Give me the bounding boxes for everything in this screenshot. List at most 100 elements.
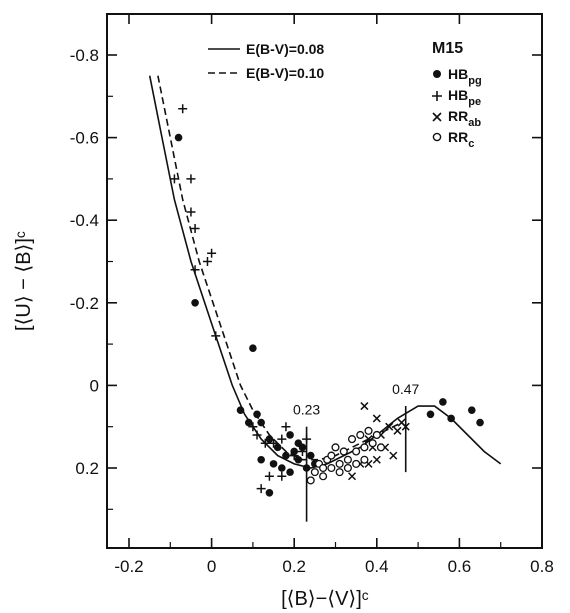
point-hbpg xyxy=(269,460,278,468)
point-hbpg xyxy=(467,406,476,414)
y-tick-label: 0.2 xyxy=(75,459,99,478)
point-hbpe xyxy=(190,265,200,275)
annotation-label: 0.47 xyxy=(392,381,419,397)
point-hbpg xyxy=(476,418,484,427)
point-rrab xyxy=(393,426,402,435)
cluster-label: M15 xyxy=(432,40,463,57)
point-hbpe xyxy=(281,422,291,432)
y-tick-label: -0.4 xyxy=(70,211,99,230)
y-tick-label: -0.2 xyxy=(70,294,99,313)
legend-label-ebv-010: E(B-V)=0.10 xyxy=(246,65,324,81)
legend-marker-cross xyxy=(432,112,442,122)
axis-ticks: -0.2 0 0.2 0.4 0.6 0.8 -0.8 -0.6 -0.4 -0.2 0 0.2 xyxy=(70,14,554,576)
point-hbpg xyxy=(191,299,199,307)
point-hbpe xyxy=(190,223,200,233)
point-hbpg xyxy=(439,398,447,406)
point-rrc xyxy=(343,455,352,464)
point-hbpe xyxy=(289,451,299,461)
point-hbpg xyxy=(244,418,253,427)
point-rrab xyxy=(372,414,381,423)
point-hbpe xyxy=(186,207,196,217)
point-rrc xyxy=(347,435,357,444)
point-hbpg xyxy=(174,133,183,142)
point-hbpe xyxy=(178,104,188,114)
point-hbpg xyxy=(253,410,261,419)
point-hbpe xyxy=(277,471,287,481)
point-hbpg xyxy=(236,406,245,414)
plot-frame xyxy=(106,13,543,549)
x-tick-label: 0.4 xyxy=(365,557,389,576)
point-hbpg xyxy=(294,439,303,448)
point-rrc xyxy=(331,443,340,452)
point-hbpe xyxy=(297,446,307,456)
point-hbpe xyxy=(252,430,262,440)
point-hbpe xyxy=(211,331,221,341)
point-rrc xyxy=(356,430,365,440)
point-rrab xyxy=(389,451,398,460)
point-hbpe xyxy=(256,484,266,494)
annotation-label: 0.23 xyxy=(293,402,320,418)
point-hbpe xyxy=(186,174,196,184)
point-rrc xyxy=(352,459,361,468)
point-hbpg xyxy=(447,414,455,423)
point-rrc xyxy=(372,430,381,440)
point-hbpg xyxy=(257,418,265,427)
x-tick-label: 0.8 xyxy=(530,557,554,576)
x-tick-label: -0.2 xyxy=(114,557,143,576)
point-hbpe xyxy=(269,438,279,448)
y-tick-label: -0.6 xyxy=(70,129,99,148)
point-rrc xyxy=(343,463,352,473)
point-rrc xyxy=(360,455,369,464)
point-hbpg xyxy=(265,488,274,497)
legend-marker-dot xyxy=(433,70,441,78)
x-tick-label: 0.2 xyxy=(282,557,306,576)
legend-marker-circle xyxy=(432,132,442,142)
y-tick-label: -0.8 xyxy=(70,46,99,65)
annotations: 0.23 0.47 xyxy=(293,381,420,522)
point-hbpg xyxy=(306,451,315,460)
point-rrc xyxy=(327,451,336,460)
legend-label-rrab: RRab xyxy=(448,108,481,129)
point-hbpg xyxy=(294,455,303,464)
point-hbpe xyxy=(169,174,179,184)
x-axis-label: [⟨B⟩−⟨V⟩]ᶜ xyxy=(281,588,369,610)
point-hbpe xyxy=(277,434,287,444)
point-rrc xyxy=(310,468,319,477)
point-hbpe xyxy=(260,438,270,448)
point-hbpg xyxy=(426,410,435,419)
point-hbpg xyxy=(286,468,294,476)
point-rrc xyxy=(364,426,373,435)
point-rrc xyxy=(306,476,315,485)
point-rrab xyxy=(385,422,394,431)
point-rrc xyxy=(339,447,348,456)
point-rrc xyxy=(360,443,369,452)
point-rrc xyxy=(376,443,385,452)
point-hbpg xyxy=(257,455,265,464)
x-tick-label: 0 xyxy=(207,557,216,576)
point-rrc xyxy=(319,472,328,481)
point-rrc xyxy=(352,447,361,456)
point-hbpg xyxy=(265,435,274,443)
legend-marker-plus xyxy=(432,91,442,101)
point-rrc xyxy=(327,463,336,473)
legend-label-hbpe: HBpe xyxy=(448,87,481,108)
point-rrc xyxy=(319,463,328,473)
legend: E(B-V)=0.08 E(B-V)=0.10 M15 HBpg HBpe RR… xyxy=(208,40,482,150)
point-rrc xyxy=(335,459,344,468)
point-hbpe xyxy=(248,422,258,432)
point-rrab xyxy=(347,472,357,481)
point-hbpe xyxy=(264,471,274,481)
point-hbpg xyxy=(278,464,286,472)
point-rrab xyxy=(372,455,381,464)
point-hbpe xyxy=(202,257,212,266)
x-tick-label: 0.6 xyxy=(448,557,472,576)
y-axis-label: [⟨U⟩ − ⟨B⟩]ᶜ xyxy=(13,231,35,331)
point-hbpg xyxy=(282,451,290,460)
legend-label-rrc: RRc xyxy=(448,129,474,150)
point-hbpg xyxy=(249,344,257,353)
point-rrc xyxy=(335,468,344,477)
y-tick-label: 0 xyxy=(90,376,99,395)
point-hbpg xyxy=(286,431,294,439)
data-points xyxy=(169,104,484,497)
